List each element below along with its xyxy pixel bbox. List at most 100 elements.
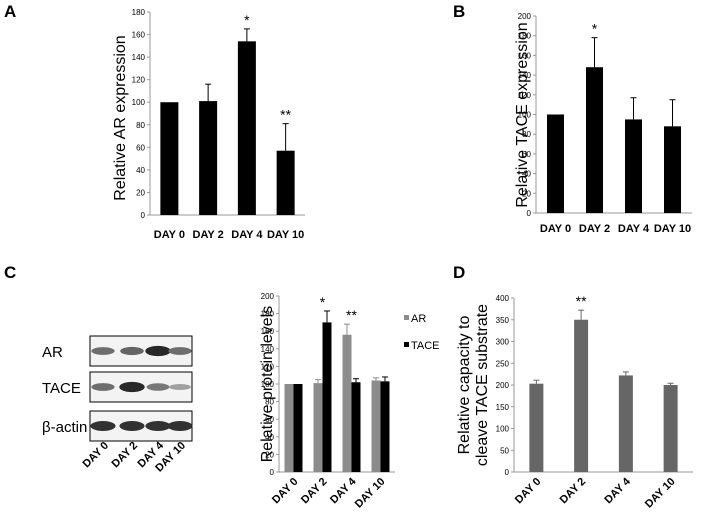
blot-band: [91, 383, 115, 391]
b-y-tick-label: 100: [518, 111, 532, 120]
blot-band: [91, 347, 115, 355]
blot-band: [167, 421, 193, 431]
c-significance-marker: **: [346, 307, 357, 323]
chart-d: 0 50 100 150 200 250 300 350 400 Relative capacit…: [456, 293, 693, 511]
b-x-tick-label: DAY 2: [579, 223, 610, 235]
b-y-tick-label: 80: [522, 130, 531, 139]
b-y-tick-label: 180: [518, 32, 532, 41]
blot-row-label: AR: [42, 344, 63, 361]
blot-band: [119, 421, 145, 431]
blot-row-label: TACE: [42, 380, 81, 397]
c-y-tick-label: 20: [265, 450, 274, 459]
d-y-tick-label: 100: [496, 425, 510, 434]
panel-label-a: A: [4, 2, 16, 21]
d-y-tick-label: 300: [496, 338, 510, 347]
a-y-tick-label: 160: [132, 31, 146, 40]
c-y-tick-label: 40: [265, 433, 274, 442]
c-x-tick-label: DAY 2: [299, 476, 330, 507]
a-y-axis-label: Relative AR expression: [112, 35, 129, 200]
b-y-tick-label: 40: [522, 170, 531, 179]
a-y-tick-label: 40: [136, 166, 145, 175]
c-bar-ar-day-0: [284, 384, 294, 472]
d-x-tick-label: DAY 10: [643, 476, 678, 511]
panel-label-c: C: [4, 263, 16, 282]
c-bar-tace-day-2: [322, 322, 332, 472]
d-y-axis-label: Relative capacity to: [456, 316, 473, 455]
c-y-tick-label: 200: [261, 292, 275, 301]
b-y-tick-label: 20: [522, 189, 531, 198]
blot-band: [168, 347, 192, 355]
c-y-tick-label: 60: [265, 415, 274, 424]
d-y-tick-label: 150: [496, 403, 510, 412]
b-y-tick-label: 200: [518, 12, 532, 21]
d-bar-day-2: [574, 319, 589, 472]
c-legend-label-ar: AR: [411, 313, 426, 325]
d-significance-marker: **: [576, 293, 587, 309]
chart-a: 0 20 40 60 80 100 120 140 160 180 Relative AR expr…: [112, 8, 305, 241]
d-y-tick-label: 0: [505, 468, 510, 477]
c-y-tick-label: 0: [270, 468, 275, 477]
c-y-tick-label: 180: [261, 310, 275, 319]
c-legend-swatch-ar: [404, 315, 409, 320]
b-bar-day-2: [586, 67, 603, 213]
c-legend-swatch-tace: [404, 342, 409, 347]
d-bar-day-10: [663, 385, 678, 472]
d-y-tick-label: 200: [496, 381, 510, 390]
d-x-tick-label: DAY 2: [558, 476, 589, 507]
blot-band: [169, 383, 191, 391]
b-bar-day-0: [547, 114, 564, 213]
c-y-axis-label: Relative protein levels: [259, 306, 276, 463]
chart-c: 0 20 40 60 80 100 120 140 160 180 200 Relative prot…: [259, 292, 440, 511]
c-bar-ar-day-10: [371, 380, 381, 472]
b-y-axis-label: Relative TACE expression: [514, 22, 531, 207]
b-x-tick-label: DAY 10: [654, 223, 691, 235]
b-y-tick-label: 160: [518, 51, 532, 60]
c-y-tick-label: 160: [261, 327, 275, 336]
a-y-tick-label: 140: [132, 53, 146, 62]
c-x-tick-label: DAY 0: [270, 476, 301, 507]
d-bar-day-4: [618, 375, 633, 472]
a-bar-day-0: [160, 102, 179, 215]
a-y-tick-label: 80: [136, 121, 145, 130]
a-y-tick-label: 120: [132, 76, 146, 85]
blot-band: [145, 345, 171, 357]
c-y-tick-label: 140: [261, 345, 275, 354]
panel-label-b: B: [453, 2, 465, 21]
c-x-tick-label: DAY 10: [353, 476, 388, 511]
d-y-tick-label: 350: [496, 316, 510, 325]
a-y-tick-label: 0: [141, 211, 146, 220]
a-x-tick-label: DAY 0: [154, 229, 185, 241]
blot-band: [120, 346, 144, 356]
b-x-tick-label: DAY 0: [540, 223, 571, 235]
b-y-tick-label: 120: [518, 91, 532, 100]
d-bar-day-0: [529, 383, 544, 472]
c-significance-marker: *: [320, 294, 326, 310]
d-y-tick-label: 50: [500, 446, 509, 455]
blot-band: [90, 421, 116, 431]
panel-label-d: D: [453, 263, 465, 282]
d-x-tick-label: DAY 0: [513, 476, 544, 507]
blot-band: [119, 381, 145, 393]
a-y-tick-label: 180: [132, 8, 146, 17]
a-x-tick-label: DAY 10: [267, 229, 304, 241]
a-significance-marker: **: [280, 107, 291, 123]
a-x-tick-label: DAY 4: [231, 229, 263, 241]
c-y-tick-label: 80: [265, 398, 274, 407]
d-y-tick-label: 400: [496, 294, 510, 303]
b-x-tick-label: DAY 4: [618, 223, 650, 235]
b-bar-day-10: [664, 126, 681, 213]
blot-row-label: β-actin: [42, 419, 87, 436]
c-y-tick-label: 120: [261, 362, 275, 371]
blot-lane-label: DAY 2: [110, 440, 141, 471]
c-legend-label-tace: TACE: [411, 340, 440, 352]
a-y-tick-label: 100: [132, 98, 146, 107]
b-bar-day-4: [625, 119, 642, 213]
a-bar-day-4: [237, 41, 256, 216]
blot-band: [145, 421, 171, 431]
c-bar-ar-day-4: [342, 334, 352, 472]
d-y-tick-label: 250: [496, 359, 510, 368]
b-y-tick-label: 140: [518, 71, 532, 80]
